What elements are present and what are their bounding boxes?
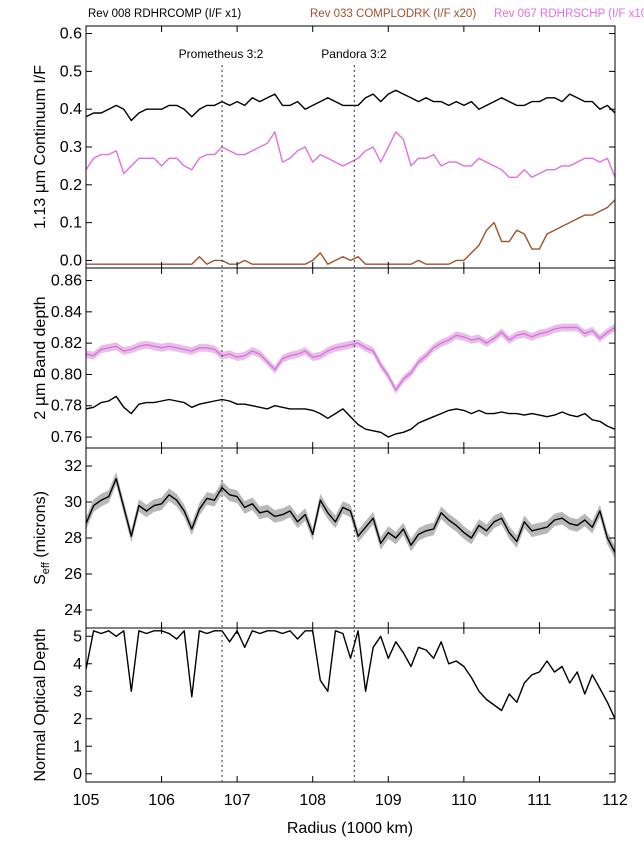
panel-2-ytick-label-1: 0.76 — [51, 429, 82, 446]
panel-3-plot — [86, 472, 615, 559]
panel-2-series-2-line — [86, 395, 615, 438]
x-axis: Radius (1000 km) 105 106 107 108 109 110 111 11… — [73, 792, 628, 837]
panel-1-plot — [86, 89, 615, 265]
panel-1-ytick-label-4: 0.3 — [60, 139, 82, 156]
x-axis-label: Radius (1000 km) — [287, 820, 413, 837]
x-tick-label-3: 107 — [224, 792, 251, 809]
panel-3-ytick-label-4: 30 — [64, 494, 82, 511]
panel-1-series-3-line — [86, 131, 615, 178]
resonance-label-prometheus: Prometheus 3:2 — [179, 47, 264, 61]
x-tick-label-8: 112 — [602, 792, 628, 809]
legend: Rev 008 RDHRCOMP (I/F x1) Rev 033 COMPLO… — [88, 8, 644, 20]
panel-4-ytick-label-6: 5 — [73, 628, 82, 645]
x-tick-label-4: 108 — [299, 792, 326, 809]
panel-1-ytick-label-3: 0.2 — [60, 177, 82, 194]
panel-1-ytick-label-6: 0.5 — [60, 63, 82, 80]
panel-3-series-1-band — [86, 472, 615, 559]
panel-2-frame — [85, 267, 616, 449]
panel-2-ytick-label-4: 0.82 — [51, 335, 82, 352]
resonance-lines — [221, 65, 355, 782]
panel-4-ytick-label-4: 3 — [73, 683, 82, 700]
panel-1-series-1-line — [86, 89, 615, 122]
panels: 0.0 0.1 0.2 0.3 0.4 0.5 0.6 1.13 μm Continuum I… — [30, 25, 616, 783]
panel-1-ytick-label-1: 0.0 — [60, 252, 82, 269]
x-tick-label-6: 110 — [451, 792, 477, 809]
panel-1-frame — [85, 25, 616, 269]
panel-1: 0.0 0.1 0.2 0.3 0.4 0.5 0.6 1.13 μm Continuum I… — [30, 25, 616, 269]
panel-4-ytick-label-1: 0 — [73, 766, 82, 783]
panel-2-ytick-label-3: 0.80 — [51, 366, 82, 383]
panel-2-ytick-label-6: 0.86 — [51, 273, 82, 290]
legend-entry-rev008: Rev 008 RDHRCOMP (I/F x1) — [88, 8, 241, 20]
panel-3-ytick-label-3: 28 — [64, 530, 82, 547]
resonance-labels: Prometheus 3:2 Pandora 3:2 — [179, 47, 387, 61]
panel-4-frame — [85, 627, 616, 783]
panel-1-ylabel: 1.13 μm Continuum I/F — [30, 65, 49, 229]
panel-2-ylabel: 2 μm Band depth — [30, 296, 49, 419]
panel-2: 0.76 0.78 0.80 0.82 0.84 0.862 μm Band depth — [30, 267, 616, 449]
resonance-label-pandora: Pandora 3:2 — [321, 47, 387, 61]
panel-3-ytick-label-1: 24 — [64, 602, 82, 619]
panel-1-series-2-line — [86, 199, 615, 265]
panel-3-ytick-label-2: 26 — [64, 566, 82, 583]
panel-3-frame — [85, 447, 616, 629]
panel-2-plot — [86, 323, 615, 438]
panel-3-ylabel: Seff (microns) — [32, 491, 52, 585]
panel-4-ytick-label-5: 4 — [73, 656, 82, 673]
panel-4-ytick-label-2: 1 — [73, 738, 82, 755]
panel-4: 0 1 2 3 4 5 Normal Optical Depth — [32, 627, 616, 783]
panel-4-ylabel: Normal Optical Depth — [32, 629, 49, 782]
panel-3-ytick-label-5: 32 — [64, 458, 82, 475]
panel-1-ytick-label-5: 0.4 — [60, 101, 82, 118]
panel-4-ytick-label-3: 2 — [73, 711, 82, 728]
x-tick-label-7: 111 — [527, 792, 551, 809]
x-tick-label-5: 109 — [375, 792, 402, 809]
x-tick-label-1: 105 — [73, 792, 100, 809]
panel-2-ytick-label-2: 0.78 — [51, 398, 82, 415]
panel-2-ytick-label-5: 0.84 — [51, 304, 82, 321]
panel-4-series-1-line — [86, 630, 615, 720]
panel-1-ytick-label-7: 0.6 — [60, 26, 82, 43]
panel-1-ytick-label-2: 0.1 — [60, 215, 82, 232]
x-tick-label-2: 106 — [148, 792, 175, 809]
panel-3: 24 26 28 30 32 Seff (microns) — [32, 447, 616, 629]
legend-entry-rev033: Rev 033 COMPLODRK (I/F x20) — [310, 8, 476, 20]
panel-2-series-1-line — [86, 326, 615, 391]
panel-4-plot — [86, 630, 615, 720]
legend-entry-rev067: Rev 067 RDHRSCHP (I/F x10) — [494, 8, 644, 20]
panel-2-series-1-band — [86, 323, 615, 394]
panel-3-series-1-line — [86, 477, 615, 553]
